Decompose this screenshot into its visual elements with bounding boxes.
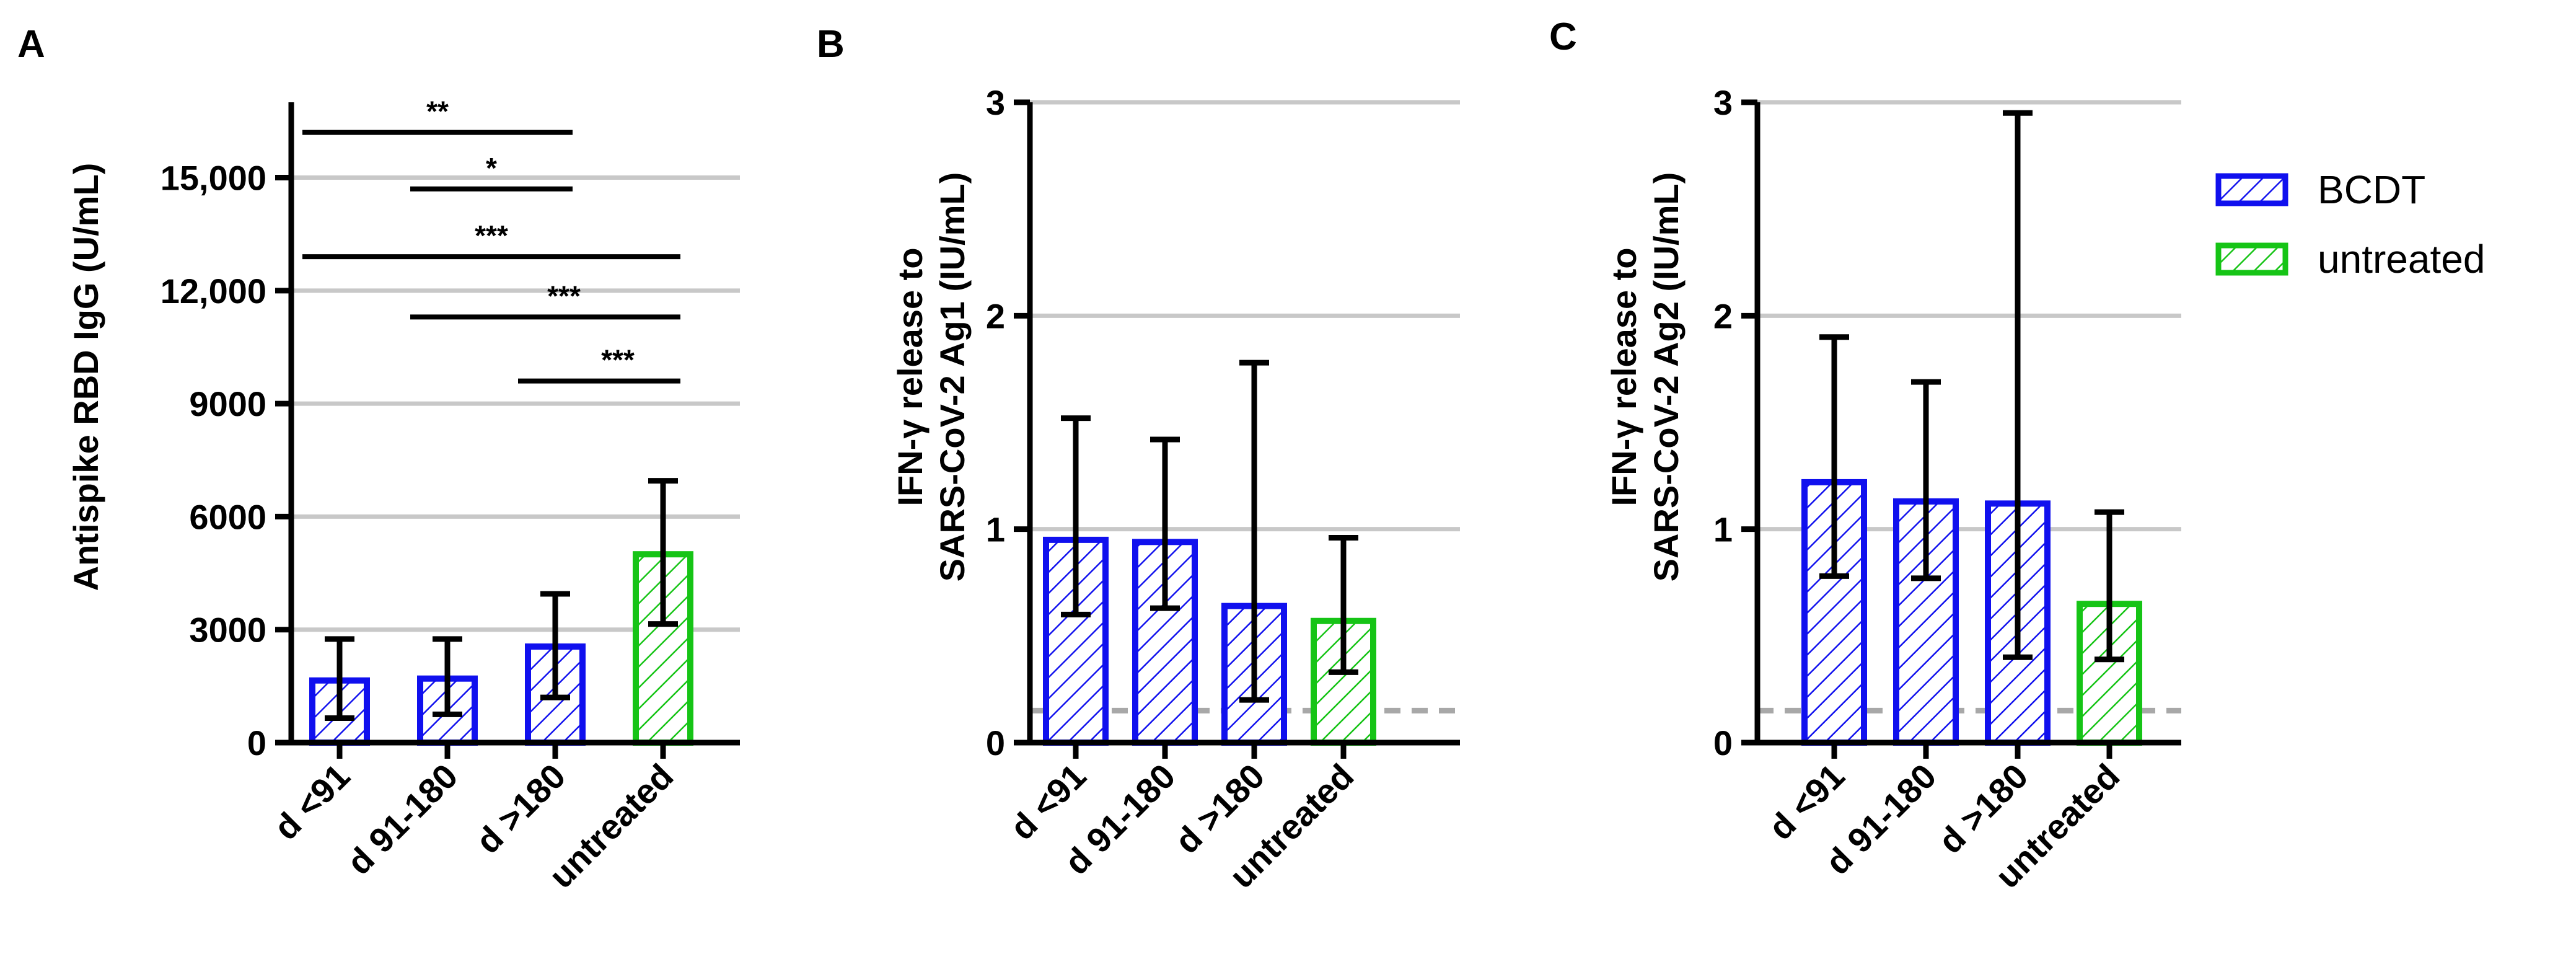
grid-lines-c [1757,100,2181,532]
y-axis-title-b-line2: SARS-CoV-2 Ag1 (IU/mL) [933,172,972,582]
y-tick-label-a: 6000 [189,497,266,536]
y-axis-title-b-line1: IFN-γ release to [890,247,930,506]
panel-letter-b: B [817,23,845,66]
legend: BCDT untreated [2215,167,2485,281]
bar-c-2 [1893,498,1959,746]
y-tick-label-c: 2 [1713,296,1733,335]
grid-lines-b [1030,100,1460,532]
panel-letter-c: C [1549,15,1577,58]
significance-label-3: *** [475,219,508,252]
panel-a: A ************ 030006000900012,00015,000… [17,23,740,896]
significance-label-2: * [486,152,497,184]
y-tick-label-b: 1 [986,510,1005,549]
category-label-a-2: d 91-180 [339,756,465,882]
significance-brackets-a: ************ [302,95,680,384]
legend-swatch-bcdt [2215,173,2288,206]
y-tick-label-c: 1 [1713,510,1733,549]
y-tick-label-b: 0 [986,723,1005,762]
error-bars-b [1061,360,1358,703]
y-tick-label-a: 15,000 [160,159,266,198]
y-tick-label-b: 2 [986,296,1005,335]
y-axis-title-c-line1: IFN-γ release to [1604,247,1643,506]
bars-a [309,551,693,746]
y-tick-label-c: 0 [1713,723,1733,762]
significance-label-4: *** [547,280,581,312]
y-tick-label-c: 3 [1713,83,1733,122]
y-axis-title-c-line2: SARS-CoV-2 Ag2 (IU/mL) [1646,172,1686,582]
axes-c [1741,99,2181,759]
error-bars-a [325,478,678,722]
axes-b [1014,99,1460,759]
y-tick-labels-a: 0 3000 6000 9000 12,000 15,000 [160,159,266,762]
category-label-a-3: d >180 [468,756,573,861]
y-tick-label-a: 3000 [189,611,266,650]
legend-label-bcdt: BCDT [2318,167,2425,212]
panel-letter-a: A [17,23,45,66]
y-tick-labels-c: 0 1 2 3 [1713,83,1733,762]
y-tick-label-a: 0 [247,723,266,762]
significance-label-5: *** [601,344,635,376]
y-tick-label-b: 3 [986,83,1005,122]
bars-c [1801,479,2142,746]
y-tick-label-a: 9000 [189,384,266,423]
legend-swatch-untreated [2215,242,2288,276]
category-label-a-1: d <91 [266,756,358,847]
axes-a [275,102,740,759]
y-tick-labels-b: 0 1 2 3 [986,83,1005,762]
legend-label-untreated: untreated [2318,237,2485,281]
y-tick-label-a: 12,000 [160,272,266,311]
y-axis-title-a: Antispike RBD IgG (U/mL) [66,163,105,591]
error-bars-c [1819,110,2124,663]
significance-label-1: ** [426,95,449,128]
